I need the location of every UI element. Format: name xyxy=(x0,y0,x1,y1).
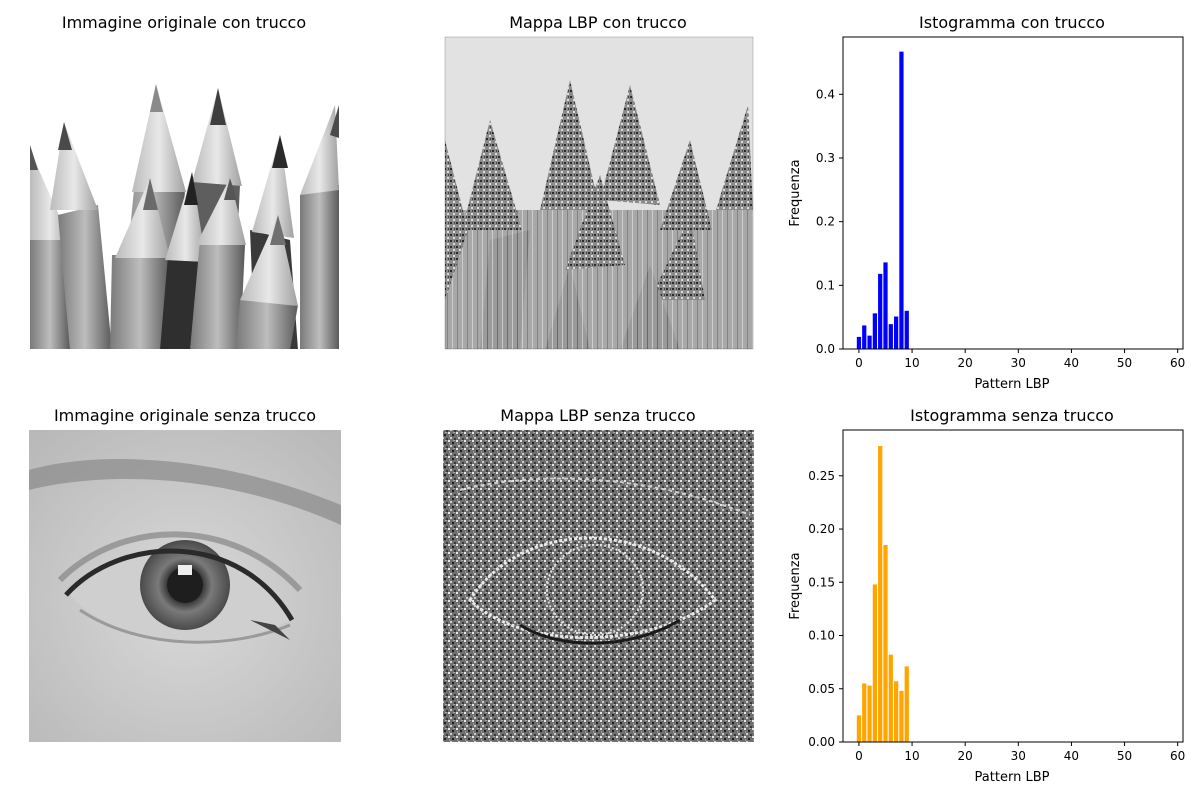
x-tick-label: 10 xyxy=(904,356,919,370)
bar-pattern-4 xyxy=(878,273,883,349)
x-tick-label: 30 xyxy=(1011,749,1026,763)
x-tick-label: 10 xyxy=(904,749,919,763)
bar-pattern-6 xyxy=(888,324,893,349)
panel-original-senza-trucco: Immagine originale senza trucco xyxy=(29,406,341,742)
bar-pattern-9 xyxy=(904,310,909,349)
bar-pattern-3 xyxy=(872,584,877,742)
y-tick-label: 0.3 xyxy=(816,151,835,165)
y-tick-label: 0.20 xyxy=(808,522,835,536)
x-axis-ticks: 0 10 20 30 40 50 60 xyxy=(855,742,1185,763)
bar-pattern-1 xyxy=(862,683,867,742)
y-tick-label: 0.00 xyxy=(808,735,835,749)
y-axis-label: Frequenza xyxy=(788,552,803,619)
x-tick-label: 60 xyxy=(1170,356,1185,370)
bars xyxy=(856,445,909,742)
x-tick-label: 30 xyxy=(1011,356,1026,370)
y-tick-label: 0.10 xyxy=(808,629,835,643)
y-tick-label: 0.1 xyxy=(816,278,835,292)
x-axis-label: Pattern LBP xyxy=(975,377,1050,392)
x-tick-label: 40 xyxy=(1064,749,1079,763)
x-tick-label: 40 xyxy=(1064,356,1079,370)
bar-pattern-8 xyxy=(899,51,904,349)
lbp-map-pencils-image xyxy=(445,37,753,349)
y-tick-label: 0.4 xyxy=(816,87,835,101)
bar-pattern-0 xyxy=(856,336,862,349)
x-tick-label: 0 xyxy=(855,356,863,370)
chart-title: Istogramma con trucco xyxy=(919,13,1105,32)
pencils-image xyxy=(30,37,339,349)
bar-pattern-6 xyxy=(888,654,893,742)
x-tick-label: 20 xyxy=(958,356,973,370)
histogram-senza-trucco: Istogramma senza trucco 0 10 20 30 40 50 60 0.… xyxy=(788,406,1185,785)
y-tick-label: 0.15 xyxy=(808,575,835,589)
axes-frame xyxy=(842,429,1184,743)
bar-pattern-2 xyxy=(867,335,872,349)
y-axis-label: Frequenza xyxy=(788,159,803,226)
image-border xyxy=(444,36,754,350)
y-axis-ticks: 0.0 0.1 0.2 0.3 0.4 xyxy=(816,87,843,356)
panel-lbp-con-trucco: Mappa LBP con trucco xyxy=(444,13,754,350)
bars xyxy=(856,51,909,349)
y-tick-label: 0.25 xyxy=(808,469,835,483)
panel-title: Mappa LBP con trucco xyxy=(509,13,687,32)
panel-title: Immagine originale con trucco xyxy=(62,13,306,32)
bar-pattern-3 xyxy=(872,313,877,349)
eye-image xyxy=(29,430,341,742)
bar-pattern-8 xyxy=(899,690,904,742)
bar-pattern-1 xyxy=(862,325,867,349)
x-tick-label: 50 xyxy=(1117,749,1132,763)
x-tick-label: 0 xyxy=(855,749,863,763)
chart-title: Istogramma senza trucco xyxy=(910,406,1114,425)
bar-pattern-7 xyxy=(894,681,899,742)
bar-pattern-9 xyxy=(904,666,909,742)
histogram-con-trucco: Istogramma con trucco 0 10 20 30 40 50 60 0.00… xyxy=(788,13,1185,392)
x-tick-label: 50 xyxy=(1117,356,1132,370)
bar-pattern-2 xyxy=(867,685,872,742)
bar-pattern-5 xyxy=(883,262,888,349)
y-axis-ticks: 0.00 0.05 0.10 0.15 0.20 0.25 xyxy=(808,469,843,749)
panel-title: Mappa LBP senza trucco xyxy=(500,406,695,425)
bar-pattern-5 xyxy=(883,545,888,742)
y-tick-label: 0.05 xyxy=(808,682,835,696)
bar-pattern-4 xyxy=(878,445,883,742)
y-tick-label: 0.0 xyxy=(816,342,835,356)
y-tick-label: 0.2 xyxy=(816,215,835,229)
x-axis-ticks: 0 10 20 30 40 50 60 xyxy=(855,349,1185,370)
panel-original-con-trucco: Immagine originale con trucco xyxy=(30,13,339,349)
x-axis-label: Pattern LBP xyxy=(975,770,1050,785)
panel-lbp-senza-trucco: Mappa LBP senza trucco xyxy=(443,406,754,742)
axes-frame xyxy=(842,36,1184,350)
panel-title: Immagine originale senza trucco xyxy=(54,406,316,425)
bar-pattern-7 xyxy=(894,316,899,349)
bar-pattern-0 xyxy=(856,715,862,742)
x-tick-label: 20 xyxy=(958,749,973,763)
lbp-map-eye-image xyxy=(443,430,754,742)
x-tick-label: 60 xyxy=(1170,749,1185,763)
